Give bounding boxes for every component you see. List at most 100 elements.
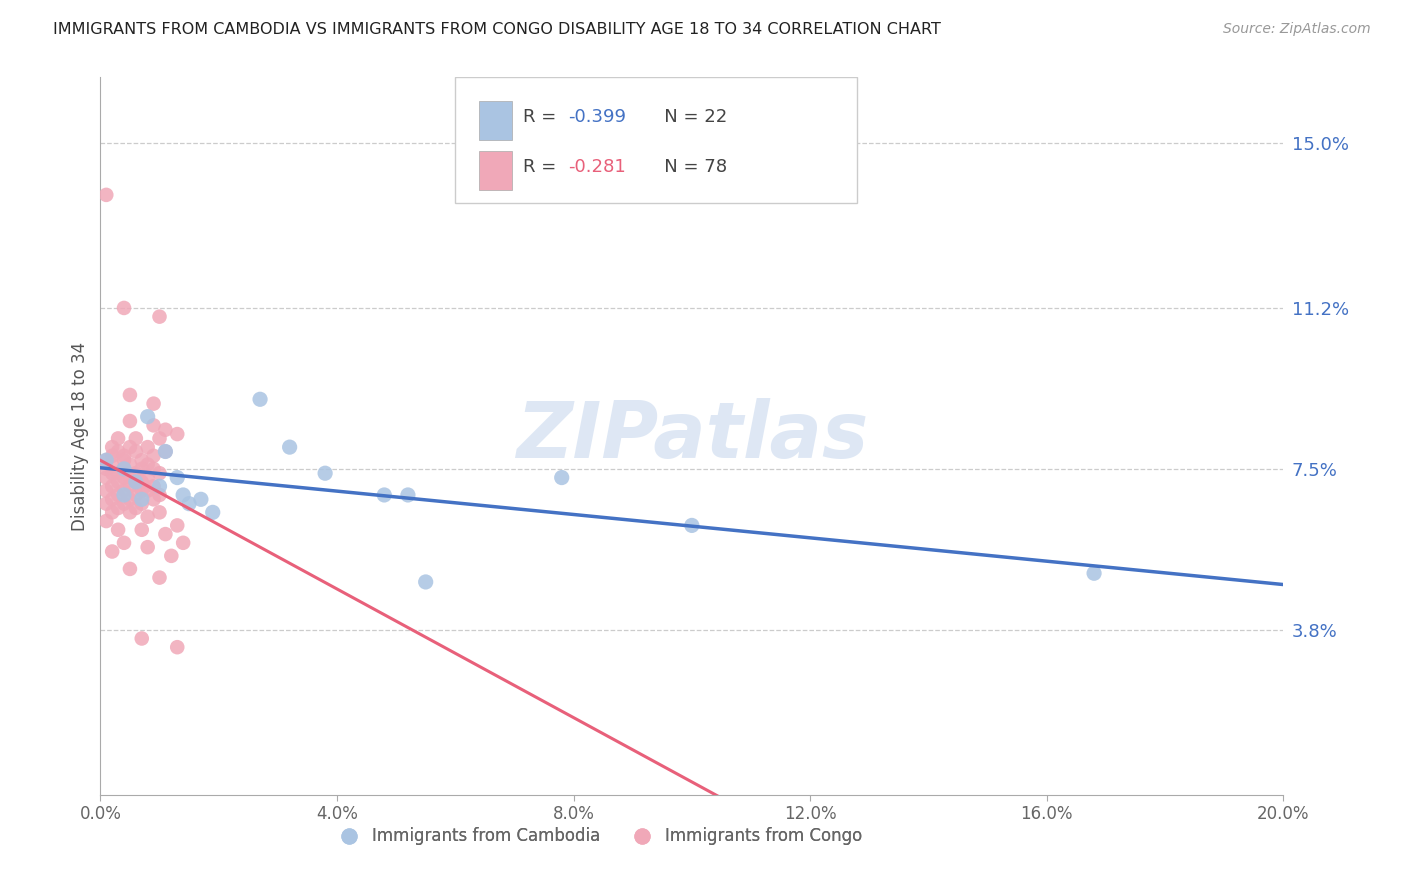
Text: R =: R = [523, 158, 561, 176]
Point [314, 467, 336, 481]
Point [148, 479, 170, 493]
Point [142, 492, 165, 507]
Point [131, 523, 153, 537]
Point [172, 488, 194, 502]
Point [131, 632, 153, 646]
Point [101, 440, 124, 454]
Point [96, 483, 118, 498]
Point [118, 414, 141, 428]
FancyBboxPatch shape [479, 151, 512, 191]
Point [136, 540, 159, 554]
Point [373, 488, 395, 502]
Text: IMMIGRANTS FROM CAMBODIA VS IMMIGRANTS FROM CONGO DISABILITY AGE 18 TO 34 CORREL: IMMIGRANTS FROM CAMBODIA VS IMMIGRANTS F… [53, 22, 941, 37]
Point [551, 470, 574, 484]
Point [125, 432, 148, 446]
Point [136, 470, 159, 484]
Point [118, 492, 141, 507]
Point [101, 449, 124, 463]
Point [125, 475, 148, 489]
Point [112, 462, 135, 476]
Point [136, 409, 159, 424]
Point [166, 518, 188, 533]
Point [136, 509, 159, 524]
Point [190, 492, 212, 507]
Point [118, 388, 141, 402]
Point [396, 488, 419, 502]
Point [155, 444, 177, 458]
Point [125, 444, 148, 458]
Point [96, 453, 118, 467]
Point [136, 440, 159, 454]
Point [125, 475, 148, 489]
Point [96, 453, 118, 467]
Text: -0.281: -0.281 [568, 158, 626, 176]
Point [160, 549, 183, 563]
Point [118, 479, 141, 493]
Point [142, 479, 165, 493]
Point [131, 497, 153, 511]
Text: ZIPatlas: ZIPatlas [516, 398, 868, 475]
Point [118, 562, 141, 576]
Text: N = 22: N = 22 [647, 108, 727, 126]
Point [1083, 566, 1105, 581]
Point [101, 479, 124, 493]
Point [118, 505, 141, 519]
Point [142, 397, 165, 411]
Text: -0.399: -0.399 [568, 108, 626, 126]
Point [136, 483, 159, 498]
Point [118, 470, 141, 484]
Point [148, 488, 170, 502]
Point [166, 640, 188, 655]
Point [148, 310, 170, 324]
Text: N = 78: N = 78 [647, 158, 727, 176]
Point [112, 449, 135, 463]
Point [107, 488, 129, 502]
Point [107, 475, 129, 489]
Text: Source: ZipAtlas.com: Source: ZipAtlas.com [1223, 22, 1371, 37]
Point [107, 444, 129, 458]
Point [415, 574, 437, 589]
FancyBboxPatch shape [479, 101, 512, 140]
Point [136, 458, 159, 472]
Point [131, 492, 153, 507]
Point [125, 467, 148, 481]
Text: R =: R = [523, 108, 561, 126]
Point [96, 187, 118, 202]
Point [125, 501, 148, 516]
Point [101, 505, 124, 519]
Point [107, 523, 129, 537]
Point [155, 444, 177, 458]
Point [142, 462, 165, 476]
Point [112, 453, 135, 467]
Point [112, 470, 135, 484]
Point [155, 423, 177, 437]
Point [112, 462, 135, 476]
Point [148, 432, 170, 446]
Point [112, 483, 135, 498]
Point [112, 301, 135, 315]
Point [131, 462, 153, 476]
Point [125, 488, 148, 502]
Point [131, 475, 153, 489]
Point [101, 492, 124, 507]
Point [148, 467, 170, 481]
Point [155, 527, 177, 541]
Point [118, 440, 141, 454]
Point [101, 544, 124, 558]
Point [112, 488, 135, 502]
Point [118, 458, 141, 472]
Y-axis label: Disability Age 18 to 34: Disability Age 18 to 34 [72, 342, 89, 531]
Point [148, 505, 170, 519]
Point [249, 392, 271, 407]
Point [172, 536, 194, 550]
Point [166, 427, 188, 442]
Point [278, 440, 301, 454]
Point [142, 418, 165, 433]
Point [177, 497, 200, 511]
Point [112, 536, 135, 550]
Legend: Immigrants from Cambodia, Immigrants from Congo: Immigrants from Cambodia, Immigrants fro… [325, 820, 869, 851]
Point [142, 449, 165, 463]
Point [112, 497, 135, 511]
Point [107, 432, 129, 446]
Point [96, 497, 118, 511]
